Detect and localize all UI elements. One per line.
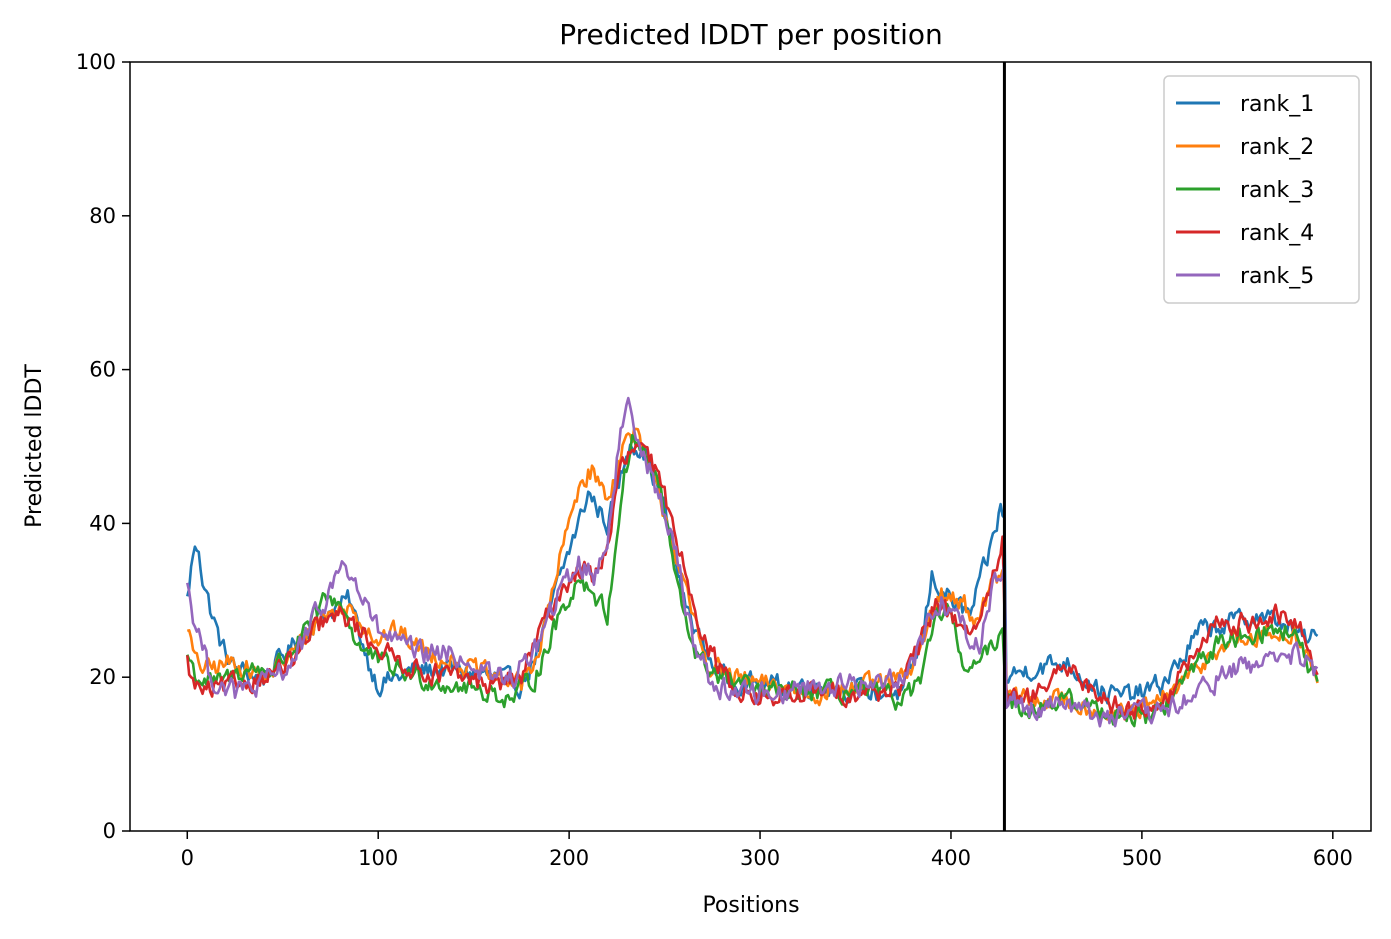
y-axis: 0 20 40 60 80 100	[76, 50, 130, 843]
legend-label: rank_2	[1240, 135, 1314, 160]
x-axis-label: Positions	[702, 893, 799, 918]
legend-label: rank_4	[1240, 221, 1314, 246]
y-tick-label: 0	[103, 819, 116, 843]
plot-frame	[129, 61, 1372, 832]
x-tick-label: 600	[1313, 846, 1353, 870]
series-line-rank-5	[186, 396, 1319, 728]
y-tick-label: 20	[89, 665, 116, 689]
series-layer	[185, 396, 1319, 728]
legend: rank_1 rank_2 rank_3 rank_4 rank_5	[1163, 75, 1360, 304]
x-tick-label: 0	[181, 846, 194, 870]
legend-box	[1163, 75, 1360, 304]
legend-label: rank_3	[1240, 178, 1314, 203]
x-axis: 0 100 200 300 400 500 600	[181, 831, 1353, 870]
x-tick-label: 500	[1122, 846, 1162, 870]
chart-title: Predicted lDDT per position	[559, 18, 943, 51]
legend-label: rank_5	[1240, 264, 1314, 289]
x-tick-label: 300	[740, 846, 780, 870]
series-line-rank-4	[185, 442, 1319, 721]
y-tick-label: 80	[89, 204, 116, 228]
y-tick-label: 100	[76, 50, 116, 74]
plot-area	[129, 61, 1372, 832]
y-axis-label: Predicted lDDT	[22, 364, 47, 528]
x-tick-label: 400	[931, 846, 971, 870]
x-tick-label: 200	[549, 846, 589, 870]
x-tick-label: 100	[358, 846, 398, 870]
y-tick-label: 60	[89, 358, 116, 382]
y-tick-label: 40	[89, 511, 116, 535]
legend-label: rank_1	[1240, 92, 1314, 117]
